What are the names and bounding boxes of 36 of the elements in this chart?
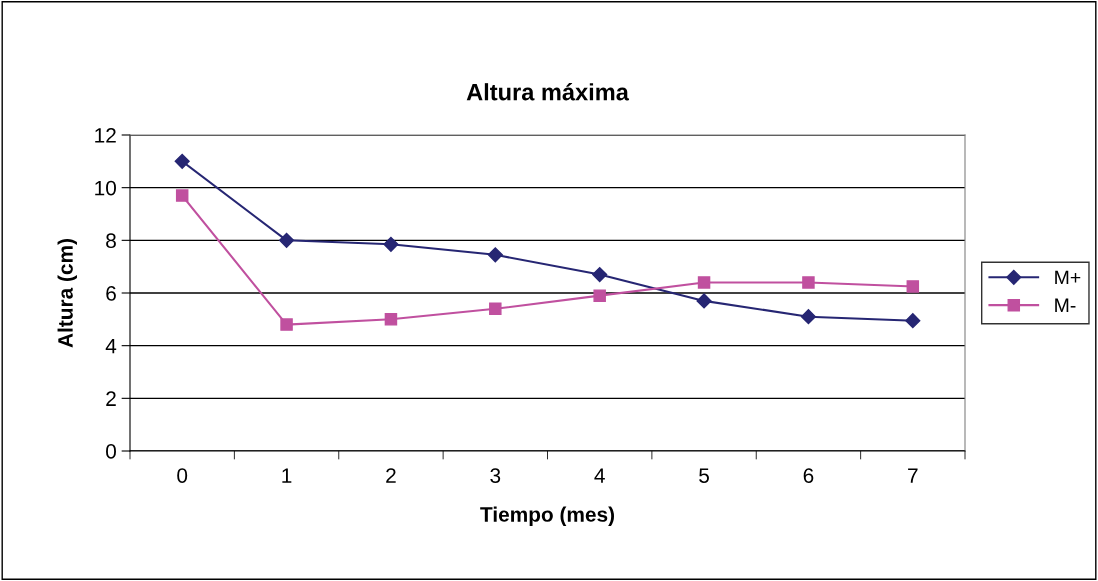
point xyxy=(175,189,189,202)
point xyxy=(800,309,817,325)
point xyxy=(802,276,815,289)
x-tick-label: 7 xyxy=(908,468,918,483)
point xyxy=(696,293,712,309)
y-tick-label: 10 xyxy=(95,180,116,196)
x-axis-title: Tiempo (mes) xyxy=(480,506,614,526)
point xyxy=(906,280,920,293)
legend-label: M- xyxy=(1055,298,1076,312)
point xyxy=(489,302,502,316)
point xyxy=(593,289,606,302)
point xyxy=(697,276,711,289)
point xyxy=(174,153,190,169)
point xyxy=(592,266,608,283)
point xyxy=(280,318,293,331)
x-tick-label: 4 xyxy=(594,468,605,483)
x-tick-label: 3 xyxy=(490,468,501,483)
x-tick-label: 1 xyxy=(282,468,292,483)
y-tick-label: 12 xyxy=(95,128,116,143)
y-tick-label: 0 xyxy=(106,444,116,459)
chart-title: Altura máxima xyxy=(466,82,630,101)
x-tick-label: 0 xyxy=(177,468,188,483)
point xyxy=(905,313,921,329)
x-tick-label: 2 xyxy=(386,468,396,483)
point xyxy=(278,232,295,248)
point xyxy=(384,313,398,326)
point xyxy=(487,247,503,263)
y-tick-label: 6 xyxy=(106,286,116,301)
y-axis-title: Altura (cm) xyxy=(57,239,77,348)
point xyxy=(383,236,399,252)
x-tick-label: 6 xyxy=(803,468,814,483)
x-tick-label: 5 xyxy=(699,468,709,483)
y-tick-label: 2 xyxy=(106,391,116,406)
legend-label: M+ xyxy=(1055,270,1081,285)
y-tick-label: 4 xyxy=(105,338,117,354)
y-tick-label: 8 xyxy=(106,233,116,249)
